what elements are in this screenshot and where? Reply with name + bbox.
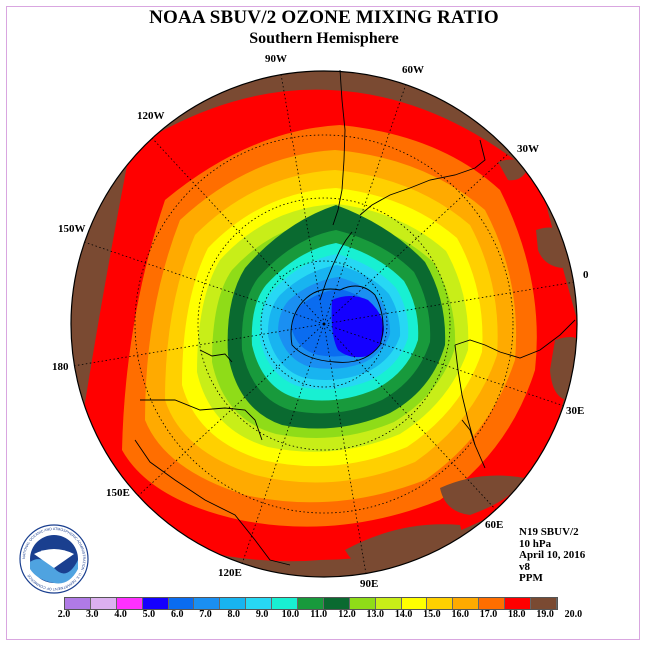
colorbar-segment — [453, 598, 480, 609]
page-title: NOAA SBUV/2 OZONE MIXING RATIO — [149, 7, 499, 28]
colorbar-tick-label: 15.0 — [423, 609, 441, 620]
colorbar-segment — [272, 598, 299, 609]
colorbar-tick-label: 9.0 — [255, 609, 269, 620]
lon-label-180: 180 — [52, 361, 69, 373]
lon-label-0: 0 — [583, 269, 589, 281]
colorbar-tick-label: 6.0 — [170, 609, 184, 620]
colorbar-tick-label: 11.0 — [310, 609, 328, 620]
lon-label-90e: 90E — [360, 578, 378, 590]
colorbar-segment — [194, 598, 221, 609]
lon-label-150w: 150W — [58, 223, 86, 235]
ozone-contours — [71, 71, 577, 577]
lon-label-30w: 30W — [517, 143, 539, 155]
colorbar-tick-label: 4.0 — [114, 609, 127, 620]
colorbar-tick-label: 7.0 — [199, 609, 212, 620]
colorbar-segment — [427, 598, 454, 609]
colorbar-segment — [298, 598, 324, 609]
colorbar-segment — [401, 598, 428, 609]
colorbar-segment — [220, 598, 247, 609]
colorbar-tick-label: 18.0 — [508, 609, 526, 620]
colorbar-tick-label: 16.0 — [451, 609, 469, 620]
colorbar-tick-label: 19.0 — [536, 609, 554, 620]
lon-label-60e: 60E — [485, 519, 503, 531]
info-units: PPM — [519, 572, 543, 584]
colorbar-segment — [142, 598, 169, 609]
info-version: v8 — [519, 560, 530, 573]
colorbar-segment — [116, 598, 143, 609]
info-satellite: N19 SBUV/2 — [519, 526, 579, 538]
colorbar-segment — [65, 598, 91, 609]
lon-label-60w: 60W — [402, 64, 424, 76]
info-panel: N19 SBUV/2 10 hPa April 10, 2016 v8 PPM — [519, 526, 586, 585]
colorbar-tick-label: 12.0 — [338, 609, 356, 620]
colorbar-tick-label: 8.0 — [227, 609, 241, 620]
colorbar-tick-label: 13.0 — [366, 609, 385, 620]
lon-label-30e: 30E — [566, 405, 584, 417]
colorbar-segment — [323, 598, 350, 609]
graticule — [72, 73, 576, 575]
noaa-logo: NOAA NATIONAL OCEANIC AND ATMOSPHERIC AD… — [19, 524, 89, 594]
colorbar-tick-label: 10.0 — [281, 609, 300, 620]
lon-label-150e: 150E — [106, 487, 130, 499]
colorbar-segment — [375, 598, 402, 609]
colorbar-segment — [246, 598, 273, 609]
colorbar-segment — [505, 598, 532, 609]
colorbar-tick-label: 5.0 — [142, 609, 156, 620]
info-level: 10 hPa — [519, 537, 552, 550]
page-frame — [6, 6, 640, 640]
colorbar-segment — [349, 598, 376, 609]
lon-label-120w: 120W — [137, 110, 165, 122]
colorbar-tick-label: 3.0 — [86, 609, 99, 620]
colorbar-tick-label: 2.0 — [57, 609, 71, 620]
colorbar-tick-label: 14.0 — [394, 609, 413, 620]
colorbar-segment — [168, 598, 195, 609]
colorbar-tick-label: 17.0 — [479, 609, 498, 620]
logo-text: NOAA — [41, 549, 68, 559]
colorbar-tick-label: 20.0 — [564, 609, 583, 620]
colorbar-segment — [479, 598, 506, 609]
lon-label-90w: 90W — [265, 53, 287, 65]
colorbar — [64, 597, 558, 610]
info-date: April 10, 2016 — [519, 549, 586, 561]
colorbar-segment — [90, 598, 117, 609]
map-boundary — [70, 70, 578, 578]
lon-label-120e: 120E — [218, 567, 242, 579]
colorbar-segment — [531, 598, 557, 609]
page-subtitle: Southern Hemisphere — [249, 30, 399, 47]
colorbar-ticks: 2.0 3.0 4.0 5.0 6.0 7.0 8.0 9.0 10.0 11.0 12.0 13.0… — [51, 609, 611, 623]
